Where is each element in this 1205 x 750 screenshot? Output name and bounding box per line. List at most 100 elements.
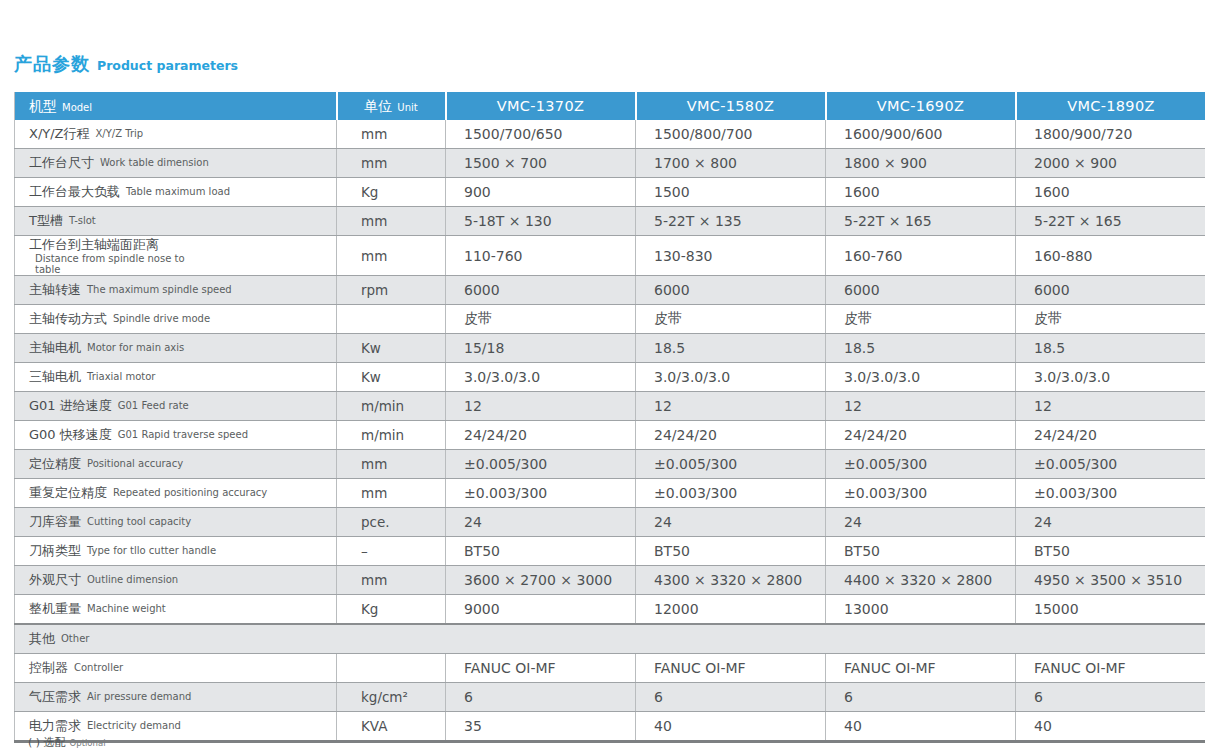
param-value-cell: 24/24/20 (636, 421, 826, 450)
table-row: 气压需求Air pressure demandkg/cm²6666 (15, 683, 1205, 712)
param-label-zh: G01 进给速度 (29, 398, 112, 413)
table-row: 工作台最大负载Table maximum loadKg9001500160016… (15, 178, 1205, 207)
param-value-cell: 1500 × 700 (446, 149, 636, 178)
param-value-cell: 6 (826, 683, 1016, 712)
table-row: 主轴电机Motor for main axisKw15/1818.518.518… (15, 334, 1205, 363)
param-label-cell: 其他 Other (15, 624, 1205, 654)
param-value-cell: 40 (636, 712, 826, 742)
param-label-zh: 刀柄类型 (29, 543, 81, 558)
param-value-cell: 24 (826, 508, 1016, 537)
param-value-cell: 皮带 (446, 305, 636, 334)
param-label-zh: 其他 (29, 631, 55, 646)
param-label-en: Outline dimension (87, 575, 178, 586)
param-value-cell: 6000 (446, 276, 636, 305)
header-unit-cell: 单位 Unit (337, 92, 446, 120)
header-unit-zh: 单位 (364, 98, 392, 114)
param-label-zh: 主轴电机 (29, 340, 81, 355)
param-value-cell: FANUC OI-MF (446, 654, 636, 683)
page-title-zh: 产品参数 (14, 53, 90, 74)
footnote-zh: ( ) 选配 (28, 736, 66, 749)
param-label-zh: 定位精度 (29, 456, 81, 471)
param-label-cell: 定位精度Positional accuracy (15, 450, 337, 479)
table-body: X/Y/Z行程X/Y/Z Tripmm1500/700/6501500/800/… (15, 120, 1205, 742)
param-label-en: Other (61, 634, 89, 645)
param-unit-cell: Kw (337, 363, 446, 392)
param-label-zh: 控制器 (29, 660, 68, 675)
param-label-en: The maximum spindle speed (87, 285, 232, 296)
param-value-cell: 35 (446, 712, 636, 742)
param-label-cell: 工作台尺寸 Work table dimension (15, 149, 337, 178)
param-label-zh: 工作台尺寸 (29, 155, 94, 170)
param-label-en: Controller (74, 663, 123, 674)
param-unit-cell (337, 654, 446, 683)
param-value-cell: FANUC OI-MF (1016, 654, 1205, 683)
param-label-en: G01 Feed rate (118, 401, 189, 412)
param-unit-cell: mm (337, 149, 446, 178)
param-label-zh: 工作台最大负载 (29, 184, 120, 199)
header-model-vmc-1370z: VMC-1370Z (446, 92, 636, 120)
table-row: 主轴传动方式Spindle drive mode皮带皮带皮带皮带 (15, 305, 1205, 334)
param-value-cell: ±0.005/300 (826, 450, 1016, 479)
param-unit-cell: – (337, 537, 446, 566)
param-value-cell: 18.5 (636, 334, 826, 363)
param-value-cell: 3.0/3.0/3.0 (826, 363, 1016, 392)
param-value-cell: 3600 × 2700 × 3000 (446, 566, 636, 595)
param-label-zh: X/Y/Z行程 (29, 126, 90, 141)
param-unit-cell: Kg (337, 178, 446, 207)
param-label-cell: X/Y/Z行程 X/Y/Z Trip (15, 120, 337, 149)
param-label-zh: 三轴电机 (29, 369, 81, 384)
param-value-cell: 24/24/20 (1016, 421, 1205, 450)
param-label-en: Work table dimension (100, 158, 209, 169)
header-model-zh: 机型 (29, 98, 57, 114)
param-label-zh: G00 快移速度 (29, 427, 112, 442)
param-value-cell: 900 (446, 178, 636, 207)
table-row: 工作台尺寸Work table dimensionmm1500 × 700170… (15, 149, 1205, 178)
param-value-cell: 1500 (636, 178, 826, 207)
param-unit-cell: mm (337, 120, 446, 149)
param-unit-cell: m/min (337, 421, 446, 450)
param-label-en: Electricity demand (87, 721, 181, 732)
param-value-cell: 12 (446, 392, 636, 421)
table-row: 电力需求Electricity demandKVA35404040 (15, 712, 1205, 742)
param-value-cell: 1600 (826, 178, 1016, 207)
param-label-cell: 气压需求Air pressure demand (15, 683, 337, 712)
param-value-cell: 1500/800/700 (636, 120, 826, 149)
table-row: 三轴电机Triaxial motorKw3.0/3.0/3.03.0/3.0/3… (15, 363, 1205, 392)
table-row: 外观尺寸Outline dimensionmm3600 × 2700 × 300… (15, 566, 1205, 595)
param-label-en: X/Y/Z Trip (96, 129, 144, 140)
param-value-cell: 24 (1016, 508, 1205, 537)
param-value-cell: ±0.005/300 (1016, 450, 1205, 479)
param-label-zh: 主轴传动方式 (29, 311, 107, 326)
header-model-cell: 机型Model (15, 92, 337, 120)
param-value-cell: 18.5 (826, 334, 1016, 363)
footnote-en: Optional (70, 738, 106, 748)
param-unit-cell: mm (337, 479, 446, 508)
param-value-cell: 9000 (446, 595, 636, 625)
table-row: G00 快移速度G01 Rapid traverse speedm/min24/… (15, 421, 1205, 450)
table-row: 定位精度Positional accuracymm±0.005/300±0.00… (15, 450, 1205, 479)
param-label-zh: 整机重量 (29, 601, 81, 616)
param-value-cell: 1500/700/650 (446, 120, 636, 149)
param-value-cell: BT50 (1016, 537, 1205, 566)
param-unit-cell: mm (337, 566, 446, 595)
param-label-cell: 主轴转速The maximum spindle speed (15, 276, 337, 305)
param-value-cell: 5-22T × 165 (826, 207, 1016, 236)
param-value-cell: BT50 (826, 537, 1016, 566)
param-label-cell: 主轴传动方式Spindle drive mode (15, 305, 337, 334)
param-value-cell: 24/24/20 (446, 421, 636, 450)
param-unit-cell: KVA (337, 712, 446, 742)
table-row: 整机重量Machine weightKg9000120001300015000 (15, 595, 1205, 625)
param-value-cell: 6000 (636, 276, 826, 305)
param-value-cell: 3.0/3.0/3.0 (1016, 363, 1205, 392)
param-value-cell: 皮带 (826, 305, 1016, 334)
param-unit-cell: rpm (337, 276, 446, 305)
param-label-cell: T型槽T-slot (15, 207, 337, 236)
param-value-cell: 13000 (826, 595, 1016, 625)
param-value-cell: 1800/900/720 (1016, 120, 1205, 149)
header-unit-en: Unit (397, 102, 417, 113)
param-value-cell: FANUC OI-MF (636, 654, 826, 683)
param-label-cell: 整机重量Machine weight (15, 595, 337, 625)
param-value-cell: 5-22T × 165 (1016, 207, 1205, 236)
param-value-cell: 160-760 (826, 236, 1016, 276)
param-value-cell: 皮带 (636, 305, 826, 334)
